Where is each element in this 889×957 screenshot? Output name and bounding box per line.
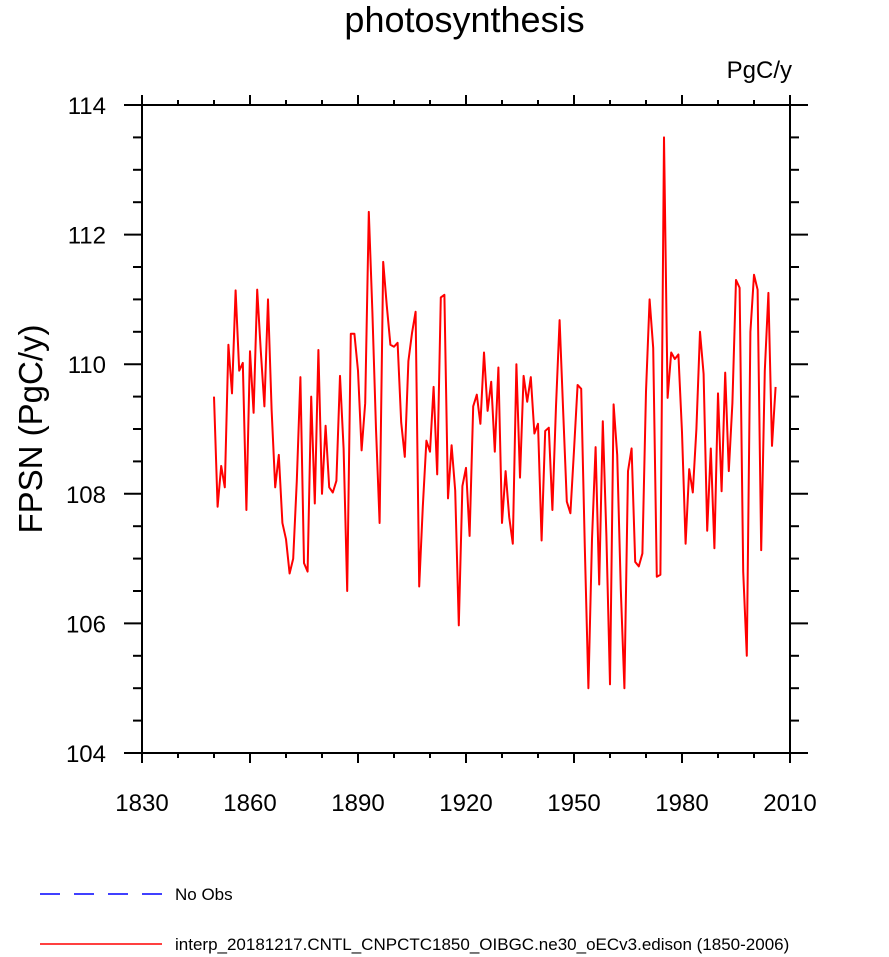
legend-label-model-run: interp_20181217.CNTL_CNPCTC1850_OIBGC.ne…	[175, 935, 790, 954]
plot-frame	[141, 104, 791, 754]
x-tick-label: 1980	[655, 790, 708, 817]
axis-tick-labels: 1830 1860 1890 1920 1950 1980 2010 104 106 108 110…	[66, 93, 817, 817]
x-tick-label: 1830	[115, 790, 168, 817]
axis-ticks	[124, 95, 808, 763]
series-line	[213, 136, 777, 690]
y-tick-label: 112	[68, 223, 106, 250]
y-tick-label: 106	[66, 611, 106, 638]
x-tick-label: 1890	[331, 790, 384, 817]
x-tick-label: 1950	[547, 790, 600, 817]
x-tick-label: 2010	[763, 790, 816, 817]
y-tick-label: 114	[68, 93, 106, 120]
chart-title: photosynthesis	[344, 0, 585, 40]
y-tick-label: 108	[66, 482, 106, 509]
legend-label-no-obs: No Obs	[175, 885, 233, 904]
y-tick-label: 110	[68, 352, 106, 379]
y-axis-label: FPSN (PgC/y)	[12, 324, 49, 533]
units-label: PgC/y	[726, 57, 792, 84]
x-tick-label: 1860	[223, 790, 276, 817]
y-tick-label: 104	[66, 741, 106, 768]
legend-lines	[40, 893, 162, 945]
x-tick-label: 1920	[439, 790, 492, 817]
series-layer	[213, 136, 777, 690]
